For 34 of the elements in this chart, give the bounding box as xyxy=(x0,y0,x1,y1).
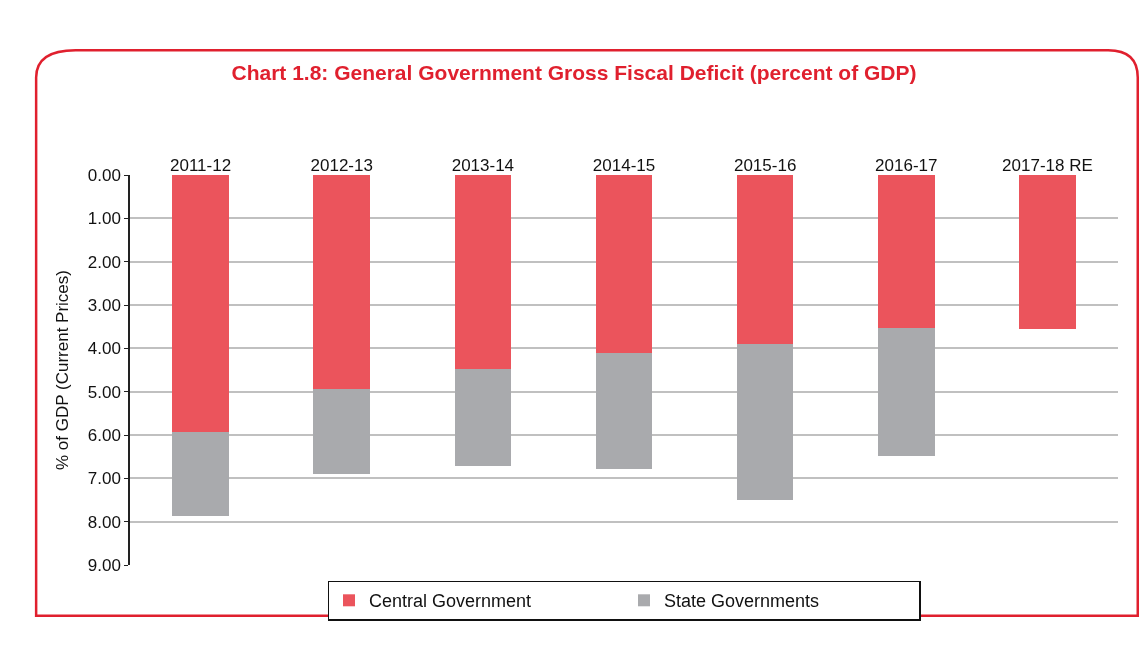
x-tick-label: 2012-13 xyxy=(310,155,373,175)
x-tick-label: 2015-16 xyxy=(733,155,797,175)
bar xyxy=(1019,175,1076,329)
bar xyxy=(736,343,794,500)
x-tick-label: 2011-12 xyxy=(170,155,232,175)
y-tick-label: 7.00 xyxy=(87,469,121,489)
bar xyxy=(878,175,935,328)
y-tick-label: 9.00 xyxy=(87,555,121,575)
y-axis-title: % of GDP (Current Prices) xyxy=(52,270,72,470)
bar xyxy=(595,175,653,353)
x-tick-label: 2017-18 RE xyxy=(1002,155,1093,175)
chart-title: Chart 1.8: General Government Gross Fiscal Deficit (percent of GDP) xyxy=(231,60,917,84)
bar xyxy=(736,175,794,344)
bar xyxy=(313,389,370,475)
bar xyxy=(454,368,512,467)
y-tick-label: 2.00 xyxy=(87,252,121,272)
bar xyxy=(454,175,512,369)
bar xyxy=(172,431,229,517)
y-tick-label: 3.00 xyxy=(87,295,121,315)
y-tick-label: 4.00 xyxy=(87,339,121,359)
bar xyxy=(172,175,229,432)
y-tick-label: 6.00 xyxy=(87,425,121,445)
x-tick-label: 2016-17 xyxy=(875,155,938,175)
y-tick-label: 5.00 xyxy=(87,382,121,402)
y-tick-label: 0.00 xyxy=(87,165,121,185)
bar xyxy=(878,327,935,457)
x-tick-label: 2014-15 xyxy=(592,155,656,175)
legend-label: Central Government xyxy=(369,591,532,612)
bar xyxy=(595,352,653,469)
x-tick-label: 2013-14 xyxy=(451,155,515,175)
legend-label: State Governments xyxy=(664,591,820,612)
y-tick-label: 1.00 xyxy=(87,209,121,229)
bar xyxy=(313,175,370,390)
y-tick-label: 8.00 xyxy=(87,512,121,532)
